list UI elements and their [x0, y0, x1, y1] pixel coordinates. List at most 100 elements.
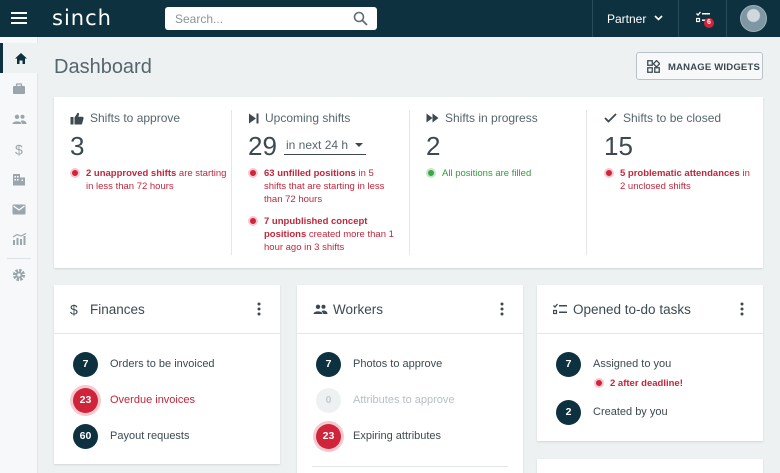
- problematic-attendances-alert[interactable]: 5 problematic attendances in 2 unclosed …: [604, 167, 754, 193]
- row-label: Assigned to you: [593, 358, 672, 370]
- photos-to-approve-row[interactable]: 7 Photos to approve: [316, 351, 442, 377]
- sinch-logo[interactable]: sinch: [52, 6, 112, 30]
- stat-divider: [409, 110, 410, 255]
- stat-divider: [586, 110, 587, 255]
- row-label: Payout requests: [110, 430, 190, 442]
- stat-divider: [231, 110, 232, 255]
- orders-to-invoice-row[interactable]: 7 Orders to be invoiced: [73, 351, 215, 377]
- count-badge: 23: [316, 423, 341, 449]
- upcoming-shifts-label: Upcoming shifts: [265, 111, 351, 125]
- workers-header: Workers: [297, 285, 523, 334]
- widgets-icon: [647, 60, 660, 73]
- count-badge: 7: [73, 351, 98, 377]
- upcoming-shifts-count[interactable]: 29: [248, 131, 277, 161]
- payout-requests-row[interactable]: 60 Payout requests: [73, 423, 190, 449]
- shifts-to-be-closed-label: Shifts to be closed: [623, 111, 722, 125]
- count-badge: 7: [316, 351, 341, 377]
- alert-bold: 63 unfilled positions: [264, 168, 356, 179]
- tasks-count-badge: 6: [704, 18, 714, 28]
- sidebar-item-companies[interactable]: [0, 164, 38, 194]
- shifts-to-be-closed-header[interactable]: Shifts to be closed: [604, 111, 721, 125]
- alert-dot-icon: [594, 378, 604, 388]
- alert-bold: 2 unapproved shifts: [86, 168, 177, 179]
- top-bar: sinch Partner 6: [0, 0, 780, 37]
- shifts-to-approve-header[interactable]: Shifts to approve: [70, 111, 180, 125]
- alert-dot-icon: [70, 168, 80, 178]
- upcoming-shifts-header[interactable]: Upcoming shifts: [248, 111, 350, 125]
- people-icon: [313, 304, 328, 314]
- manage-widgets-button[interactable]: MANAGE WIDGETS: [636, 52, 763, 80]
- todo-title: Opened to-do tasks: [573, 302, 691, 317]
- shifts-in-progress-label: Shifts in progress: [445, 111, 538, 125]
- sidebar-item-jobs[interactable]: [0, 74, 38, 104]
- row-label: Photos to approve: [353, 358, 443, 370]
- finances-header: $ Finances: [54, 285, 280, 334]
- topbar-divider: [678, 0, 679, 37]
- building-icon: [13, 173, 25, 185]
- more-options-icon[interactable]: [257, 302, 261, 316]
- sidebar-item-settings[interactable]: [0, 260, 38, 290]
- positions-filled-status: All positions are filled: [426, 167, 586, 180]
- partner-selector[interactable]: Partner: [607, 12, 647, 26]
- todo-tasks-widget: Opened to-do tasks 7 Assigned to you 2 a…: [537, 285, 763, 441]
- gear-icon: [12, 268, 26, 282]
- tasks-icon: [553, 303, 567, 315]
- positions-filled-text: All positions are filled: [442, 168, 532, 179]
- svg-text:$: $: [15, 142, 23, 157]
- sidebar-item-workers[interactable]: [0, 104, 38, 134]
- expiring-attributes-row[interactable]: 23 Expiring attributes: [316, 423, 441, 449]
- row-label: Created by you: [593, 406, 668, 418]
- sidebar-item-reports[interactable]: [0, 224, 38, 254]
- workers-widget: Workers 7 Photos to approve 0 Attributes…: [297, 285, 523, 473]
- thumbs-up-icon: [70, 112, 84, 124]
- briefcase-icon: [13, 83, 25, 94]
- todo-header: Opened to-do tasks: [537, 285, 763, 334]
- user-avatar[interactable]: [740, 5, 767, 32]
- manage-widgets-label: MANAGE WIDGETS: [668, 62, 760, 73]
- dollar-icon: $: [15, 142, 23, 157]
- shifts-to-approve-count[interactable]: 3: [70, 131, 85, 161]
- count-badge: 0: [316, 387, 341, 413]
- chevron-down-icon[interactable]: [654, 15, 663, 21]
- count-badge: 7: [556, 351, 581, 377]
- widget-card-partial: [537, 459, 763, 473]
- count-badge: 23: [73, 387, 98, 413]
- overdue-invoices-row[interactable]: 23 Overdue invoices: [73, 387, 195, 413]
- alert-dot-icon: [248, 168, 258, 178]
- shifts-in-progress-count[interactable]: 2: [426, 131, 441, 161]
- time-range-select[interactable]: in next 24 h: [284, 135, 366, 155]
- shifts-to-be-closed-count[interactable]: 15: [604, 131, 633, 161]
- sidebar-item-finances[interactable]: $: [0, 134, 38, 164]
- topbar-divider: [592, 0, 593, 37]
- created-by-you-row[interactable]: 2 Created by you: [556, 399, 668, 425]
- status-dot-icon: [426, 168, 436, 178]
- unapproved-shifts-alert[interactable]: 2 unapproved shifts are starting in less…: [70, 167, 230, 193]
- unpublished-positions-alert[interactable]: 7 unpublished concept positions created …: [248, 215, 398, 254]
- count-badge: 2: [556, 399, 581, 425]
- shifts-in-progress-header[interactable]: Shifts in progress: [426, 111, 538, 125]
- alert-bold: 5 problematic attendances: [620, 168, 740, 179]
- search-input[interactable]: [165, 7, 345, 30]
- more-options-icon[interactable]: [740, 302, 744, 316]
- alert-rest: in 5 shifts that are starting in less th…: [264, 168, 385, 205]
- sidebar-item-messages[interactable]: [0, 194, 38, 224]
- topbar-divider: [726, 0, 727, 37]
- sidebar: $: [0, 37, 38, 473]
- row-label: Expiring attributes: [353, 430, 442, 442]
- sidebar-item-dashboard[interactable]: [0, 43, 38, 73]
- finances-title: Finances: [90, 302, 145, 317]
- alert-dot-icon: [604, 168, 614, 178]
- skip-next-icon: [249, 113, 259, 123]
- assigned-to-you-row[interactable]: 7 Assigned to you: [556, 351, 671, 377]
- shifts-summary-card: Shifts to approve 3 2 unapproved shifts …: [54, 97, 763, 268]
- unfilled-positions-alert[interactable]: 63 unfilled positions in 5 shifts that a…: [248, 167, 398, 206]
- more-options-icon[interactable]: [500, 302, 504, 316]
- menu-icon[interactable]: [10, 11, 28, 25]
- widget-divider: [312, 466, 508, 467]
- home-icon: [14, 52, 27, 64]
- search-icon[interactable]: [353, 11, 368, 26]
- check-icon: [604, 113, 617, 123]
- after-deadline-alert[interactable]: 2 after deadline!: [594, 377, 744, 390]
- shifts-to-approve-label: Shifts to approve: [90, 111, 181, 125]
- alert-dot-icon: [248, 216, 258, 226]
